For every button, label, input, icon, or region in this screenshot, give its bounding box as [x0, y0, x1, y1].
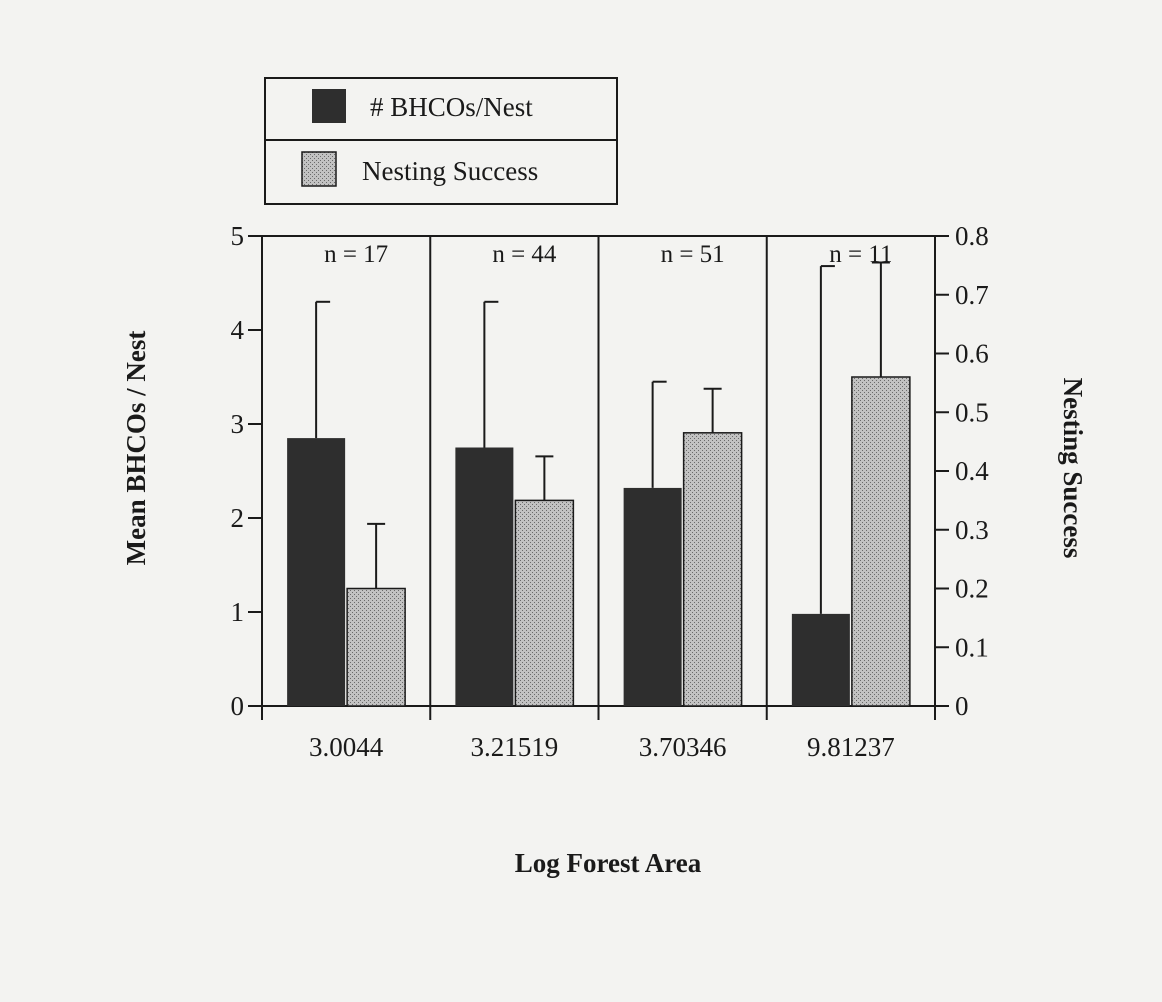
left-tick-label: 3	[231, 409, 245, 439]
sample-size-label: n = 11	[829, 241, 892, 268]
legend-swatch-nesting	[301, 151, 337, 187]
category-label: 3.21519	[471, 732, 559, 762]
category-labels: 3.0044 3.21519 3.70346 9.81237	[309, 732, 895, 762]
legend-label-bhco: # BHCOs/Nest	[370, 92, 533, 122]
category-label: 9.81237	[807, 732, 895, 762]
sample-size-label: n = 44	[492, 241, 557, 268]
right-tick-label: 0.2	[955, 574, 989, 604]
left-tick-label: 2	[231, 503, 245, 533]
left-tick-label: 1	[231, 597, 245, 627]
bhco-bar	[287, 438, 346, 706]
sample-size-label: n = 17	[324, 241, 388, 268]
legend-swatch-bhco	[312, 89, 346, 123]
sample-size-labels: n = 17 n = 44 n = 51 n = 11	[324, 241, 892, 268]
bhco-bar	[791, 613, 850, 706]
y-axis-title: Mean BHCOs / Nest	[121, 331, 151, 566]
right-tick-label: 0.4	[955, 456, 989, 486]
right-tick-label: 0.5	[955, 397, 989, 427]
left-tick-label: 0	[231, 691, 245, 721]
right-tick-label: 0.6	[955, 339, 989, 369]
right-tick-label: 0.8	[955, 221, 989, 251]
nesting-bar	[851, 376, 911, 707]
category-label: 3.70346	[639, 732, 727, 762]
bhco-bar	[623, 487, 682, 706]
nesting-bar	[514, 499, 575, 707]
right-axis: 0 0.1 0.2 0.3 0.4 0.5 0.6 0.7 0.8	[934, 221, 989, 721]
left-tick-label: 5	[231, 221, 245, 251]
bhco-bar	[455, 447, 514, 706]
legend-label-nesting: Nesting Success	[362, 156, 538, 186]
left-axis: 0 1 2 3 4 5	[231, 221, 263, 721]
bars	[287, 261, 911, 707]
category-label: 3.0044	[309, 732, 384, 762]
right-tick-label: 0.1	[955, 632, 989, 662]
right-tick-label: 0	[955, 691, 969, 721]
right-tick-label: 0.7	[955, 280, 989, 310]
nesting-bar	[682, 432, 743, 707]
nesting-bar	[346, 587, 406, 707]
y2-axis-title: Nesting Success	[1058, 378, 1088, 559]
sample-size-label: n = 51	[661, 241, 725, 268]
right-tick-label: 0.3	[955, 515, 989, 545]
x-axis-title: Log Forest Area	[515, 848, 702, 878]
left-tick-label: 4	[231, 315, 245, 345]
legend: # BHCOs/Nest Nesting Success	[264, 77, 618, 205]
